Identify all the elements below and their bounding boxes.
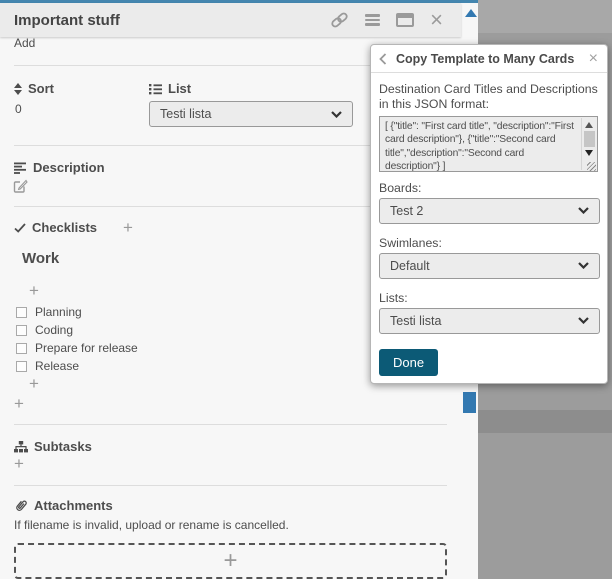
hamburger-menu-button[interactable] [365, 12, 381, 28]
close-icon: × [430, 7, 443, 32]
subtasks-label: Subtasks [34, 439, 92, 454]
description-section-heading: Description [14, 160, 105, 175]
sitemap-icon [14, 440, 28, 453]
sort-value: 0 [15, 102, 22, 116]
checkbox-coding[interactable] [16, 325, 27, 336]
edit-description-button[interactable] [13, 179, 28, 193]
checklist-item-label: Planning [35, 305, 82, 319]
check-icon [14, 222, 26, 233]
checklists-label: Checklists [32, 220, 98, 235]
chevron-down-icon [578, 207, 589, 214]
board-list-band [478, 410, 612, 433]
attachments-note: If filename is invalid, upload or rename… [14, 518, 289, 532]
add-checklist-button-bottom[interactable]: + [14, 394, 24, 413]
json-format-label: Destination Card Titles and Descriptions… [379, 82, 598, 111]
add-checklist-button[interactable]: + [123, 217, 133, 237]
add-checklist-item-button-top[interactable]: + [29, 281, 39, 300]
chevron-left-icon [379, 52, 387, 65]
sort-icon [14, 82, 22, 95]
list-label: List [168, 81, 192, 96]
list-icon [149, 83, 162, 95]
lists-select-value: Testi lista [390, 313, 442, 328]
popup-title: Copy Template to Many Cards [396, 51, 575, 66]
checkbox-planning[interactable] [16, 307, 27, 318]
add-link[interactable]: Add [14, 36, 36, 50]
lists-label: Lists: [379, 290, 408, 305]
swimlanes-select[interactable]: Default [379, 252, 600, 279]
popup-close-button[interactable]: × [588, 50, 598, 67]
checklist-item-label: Release [35, 359, 80, 373]
popup-header: Copy Template to Many Cards × [371, 45, 607, 73]
scrollbar-thumb[interactable] [463, 392, 476, 413]
checkbox-release[interactable] [16, 361, 27, 372]
textarea-scroll-down-icon[interactable] [585, 149, 593, 156]
json-textarea-value: [ {"title": "First card title", "descrip… [385, 120, 577, 172]
boards-label: Boards: [379, 180, 422, 195]
list-select[interactable]: Testi lista [149, 101, 353, 127]
popup-back-button[interactable] [379, 52, 387, 65]
textarea-scrollbar[interactable] [581, 117, 596, 170]
subtasks-section-heading: Subtasks [14, 439, 92, 454]
list-select-value: Testi lista [160, 107, 212, 121]
sort-section-heading: Sort [14, 81, 54, 96]
divider [14, 145, 447, 146]
board-background-band [478, 0, 612, 33]
window-icon [396, 13, 415, 27]
swimlanes-label: Swimlanes: [379, 235, 442, 250]
pencil-square-icon [13, 179, 28, 193]
sort-label: Sort [28, 81, 54, 96]
checklists-section-heading: Checklists + [14, 217, 133, 237]
lists-select[interactable]: Testi lista [379, 307, 600, 334]
close-card-button[interactable]: × [430, 9, 443, 31]
boards-select[interactable]: Test 2 [379, 197, 600, 224]
copy-link-button[interactable] [330, 11, 349, 29]
attachments-label: Attachments [34, 498, 113, 513]
json-textarea[interactable]: [ {"title": "First card title", "descrip… [379, 115, 598, 172]
chevron-down-icon [331, 110, 342, 118]
copy-template-popup: Copy Template to Many Cards × Destinatio… [370, 44, 608, 384]
checkbox-prepare-for-release[interactable] [16, 343, 27, 354]
checklist-item-label: Coding [35, 323, 74, 337]
scrollbar-up-arrow[interactable] [465, 9, 477, 17]
description-label: Description [33, 160, 105, 175]
chevron-down-icon [578, 317, 589, 324]
textarea-resize-grip[interactable] [587, 161, 596, 171]
done-button[interactable]: Done [379, 348, 439, 376]
add-checklist-item-button-bottom[interactable]: + [29, 374, 39, 393]
attachments-section-heading: Attachments [14, 498, 113, 513]
textarea-scroll-thumb[interactable] [584, 130, 595, 147]
attachment-dropzone[interactable]: + [14, 543, 447, 579]
paperclip-icon [14, 498, 28, 513]
divider [14, 485, 447, 486]
card-title[interactable]: Important stuff [14, 11, 120, 29]
link-icon [331, 12, 348, 28]
hamburger-icon [365, 12, 381, 28]
add-subtask-button[interactable]: + [14, 454, 24, 473]
divider [14, 206, 447, 207]
divider [14, 424, 447, 425]
maximize-card-button[interactable] [396, 13, 415, 27]
checklist-title[interactable]: Work [22, 250, 60, 267]
add-attachment-button[interactable]: + [223, 547, 238, 574]
card-header-bar: Important stuff × [0, 3, 461, 37]
align-left-icon [14, 162, 27, 174]
list-section-heading: List [149, 81, 191, 96]
textarea-scroll-up-icon[interactable] [585, 121, 593, 128]
chevron-down-icon [578, 262, 589, 269]
boards-select-value: Test 2 [390, 203, 424, 218]
swimlanes-select-value: Default [390, 258, 430, 273]
checklist-item-label: Prepare for release [35, 341, 138, 355]
divider [14, 65, 447, 66]
